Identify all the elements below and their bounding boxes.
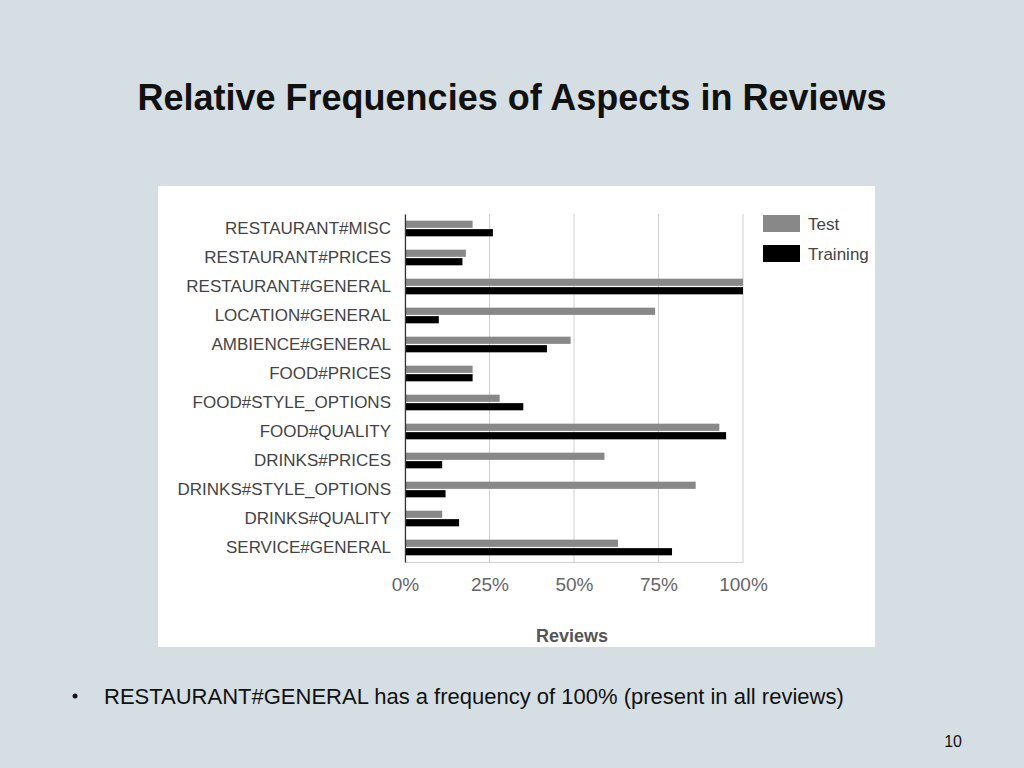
bar	[405, 229, 493, 236]
chart-background	[158, 186, 875, 647]
slide-title: Relative Frequencies of Aspects in Revie…	[138, 77, 887, 118]
y-tick: DRINKS#QUALITY	[245, 509, 391, 528]
x-axis-title: Reviews	[536, 626, 608, 646]
y-tick-label: LOCATION#GENERAL	[215, 306, 391, 325]
bar	[405, 221, 473, 228]
legend-label: Test	[808, 215, 839, 234]
y-tick-label: AMBIENCE#GENERAL	[212, 335, 392, 354]
page-number: 10	[944, 733, 962, 750]
y-tick: FOOD#PRICES	[269, 364, 391, 383]
y-tick-label: FOOD#PRICES	[269, 364, 391, 383]
x-tick-label: 75%	[640, 574, 678, 595]
y-tick: FOOD#STYLE_OPTIONS	[193, 393, 391, 412]
grid-line	[658, 214, 659, 562]
bar	[405, 308, 655, 315]
bar	[405, 337, 571, 344]
series	[405, 229, 743, 555]
bar	[405, 403, 523, 410]
y-tick-label: SERVICE#GENERAL	[226, 538, 391, 557]
bar	[405, 424, 719, 431]
bars	[405, 221, 743, 556]
x-tick-label: 50%	[555, 574, 593, 595]
bar	[405, 287, 743, 294]
x-tick: 50%	[555, 562, 593, 595]
y-tick-label: RESTAURANT#PRICES	[204, 248, 391, 267]
y-tick-label: RESTAURANT#MISC	[225, 219, 391, 238]
x-tick: 25%	[471, 562, 509, 595]
slide-background	[0, 0, 1024, 768]
bar	[405, 519, 459, 526]
x-tick: 0%	[392, 562, 420, 595]
bar	[405, 461, 442, 468]
bar	[405, 482, 696, 489]
y-tick-label: RESTAURANT#GENERAL	[186, 277, 391, 296]
x-tick: 100%	[719, 562, 768, 595]
bar	[405, 258, 462, 265]
y-tick-label: DRINKS#QUALITY	[245, 509, 391, 528]
legend-item: Training	[763, 245, 869, 264]
legend-swatch	[763, 245, 800, 262]
legend-label: Training	[808, 245, 869, 264]
bar	[405, 490, 446, 497]
legend-item: Test	[763, 215, 839, 234]
grid-line	[489, 214, 490, 562]
bar	[405, 316, 439, 323]
y-tick: RESTAURANT#MISC	[225, 219, 391, 238]
chart: 0%25%50%75%100%RESTAURANT#MISCRESTAURANT…	[177, 214, 868, 646]
grid-line	[574, 214, 575, 562]
y-tick-label: DRINKS#STYLE_OPTIONS	[177, 480, 391, 499]
x-tick-label: 0%	[392, 574, 420, 595]
bullet-dot	[73, 694, 78, 699]
bullet: RESTAURANT#GENERAL has a frequency of 10…	[73, 684, 844, 709]
grid-line	[743, 214, 744, 562]
bar	[405, 511, 442, 518]
bar	[405, 250, 466, 257]
bar	[405, 374, 473, 381]
y-tick-label: DRINKS#PRICES	[254, 451, 391, 470]
y-tick: DRINKS#STYLE_OPTIONS	[177, 480, 391, 499]
bar	[405, 395, 500, 402]
bullet-text: RESTAURANT#GENERAL has a frequency of 10…	[104, 684, 844, 709]
y-tick: FOOD#QUALITY	[260, 422, 391, 441]
legend: Test Training	[763, 215, 869, 264]
y-tick: AMBIENCE#GENERAL	[212, 335, 392, 354]
bar	[405, 345, 547, 352]
y-tick: RESTAURANT#PRICES	[204, 248, 391, 267]
bar	[405, 540, 618, 547]
grid-line	[405, 214, 406, 562]
x-axis: 0% 25% 50% 75% 100%	[392, 562, 768, 595]
grid	[405, 214, 743, 562]
x-tick-label: 100%	[719, 574, 768, 595]
y-axis-line	[405, 215, 406, 563]
x-tick: 75%	[640, 562, 678, 595]
y-tick-label: FOOD#QUALITY	[260, 422, 391, 441]
y-tick-label: FOOD#STYLE_OPTIONS	[193, 393, 391, 412]
slide: Relative Frequencies of Aspects in Revie…	[0, 0, 1024, 768]
series	[405, 221, 743, 547]
bar	[405, 548, 672, 555]
y-tick: SERVICE#GENERAL	[226, 538, 391, 557]
y-axis: RESTAURANT#MISC RESTAURANT#PRICES RESTAURA…	[177, 215, 405, 563]
y-tick: LOCATION#GENERAL	[215, 306, 391, 325]
bar	[405, 366, 473, 373]
x-axis-line	[406, 562, 744, 563]
y-tick: DRINKS#PRICES	[254, 451, 391, 470]
bar	[405, 453, 604, 460]
legend-swatch	[763, 215, 800, 232]
bar	[405, 279, 743, 286]
x-tick-label: 25%	[471, 574, 509, 595]
bar	[405, 432, 726, 439]
y-tick: RESTAURANT#GENERAL	[186, 277, 391, 296]
